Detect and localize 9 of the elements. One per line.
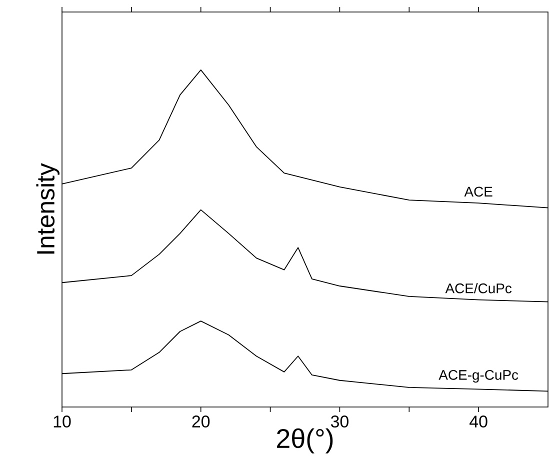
series-label: ACE <box>464 186 492 197</box>
series-label: ACE-g-CuPc <box>438 370 518 383</box>
x-tick-label: 30 <box>330 416 348 428</box>
x-tick-label: 20 <box>192 416 210 428</box>
x-axis-title: 2θ(°) <box>277 428 333 454</box>
series-label: ACE/CuPc <box>445 283 512 294</box>
x-tick-label: 10 <box>54 416 71 428</box>
y-axis-title: Intensity <box>36 163 60 254</box>
x-tick-label: 40 <box>470 416 488 428</box>
